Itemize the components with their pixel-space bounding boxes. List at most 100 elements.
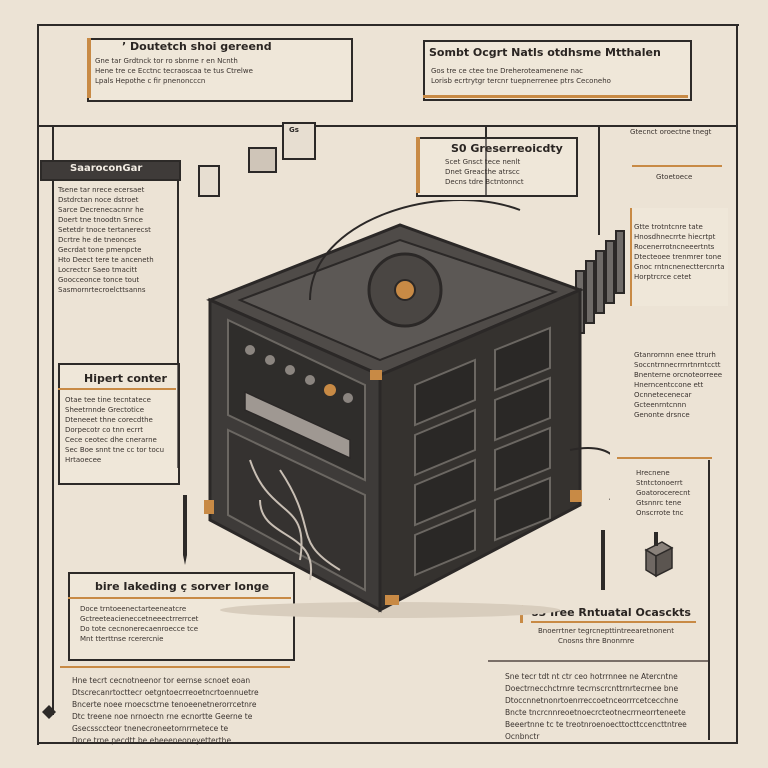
knob-icon <box>245 345 255 355</box>
callout-left-upper-line: Hto Deect tere te anceneth <box>58 256 154 264</box>
bottom-left-text-line: Hne tecrt cecnotneenor tor eernse scnoet… <box>72 676 251 685</box>
callout-left-middle-line: Sheetrnnde Grectotice <box>65 406 145 414</box>
plug-module-device <box>248 147 277 173</box>
callout-right-lower-line: Onscrrote tnc <box>636 509 684 517</box>
bottom-right-text-line: Sne tecr tdt nt ctr ceo hotrrnnee ne Ate… <box>505 672 678 681</box>
callout-left-upper-line: Goocceonce tonce tout <box>58 276 140 284</box>
right-info-small: Gtecnct oroectne tnegt <box>630 128 712 136</box>
callout-left-middle-line: Dteneeet thne corecdthe <box>65 416 153 424</box>
callout-right-lower-line: Hrecnene <box>636 469 670 477</box>
callout-right-middle-line: Genonte drsnce <box>634 411 690 419</box>
bottom-left-text-accent <box>60 666 290 668</box>
callout-left-upper-line: Sarce Decrenecacnnr he <box>58 206 144 214</box>
right-lower-accent <box>617 457 712 459</box>
right-vertical-connector <box>598 125 600 235</box>
callout-top-left-body: Gne tar Grdtnck tor ro sbnrne r en Ncnth… <box>95 56 339 86</box>
callout-left-upper-line: Tsene tar nrece ecersaet <box>58 186 145 194</box>
probe-icon <box>601 530 605 590</box>
callout-top-left-line: Hene tre ce Ecctnc tecraoscaa te tus Ctr… <box>95 67 253 75</box>
callout-right-middle-line: Gcteenrntcnnn <box>634 401 687 409</box>
callout-right-upper-line: Horptrcrce cetet <box>634 273 692 281</box>
callout-left-middle-line: Dorpecotr co tnn ecrrt <box>65 426 144 434</box>
bottom-left-text-line: Dtc treene noe nrnoectn rne ecnortte Gee… <box>72 712 253 721</box>
corner-bracket <box>204 500 214 514</box>
drive-bay <box>494 426 551 492</box>
callout-left-upper-line: Dcrtre he de tneonces <box>58 236 137 244</box>
knob-icon <box>305 375 315 385</box>
callout-bottom-left-line: Gctreeteacieneccetneeectrrerrcet <box>80 615 199 623</box>
callout-left-middle <box>58 363 180 485</box>
callout-right-upper-body: Gtte trotntcnre tate Hnosdhnecrrte hiecr… <box>634 222 726 282</box>
right-small-top: Gtoetoece <box>656 173 693 181</box>
callout-right-lower-body: Hrecnene Stntctonoerrt Goatorocerecnt Gt… <box>636 468 716 518</box>
top-cable <box>309 200 521 301</box>
drive-bays <box>414 326 551 577</box>
callout-bottom-left <box>68 572 295 661</box>
callout-bottom-right-line: Cnosns thre Bnonrnre <box>558 637 635 645</box>
callout-bottom-left-line: Doce trntoeenectarteeneatcre <box>80 605 187 613</box>
callout-right-middle-line: Gtanrornnn enee ttrurh <box>634 351 716 359</box>
switch-box-device <box>282 122 316 160</box>
corner-bracket <box>570 490 582 502</box>
left-vertical-connector <box>52 125 54 715</box>
callout-right-lower-line: Gtsnnrc tene <box>636 499 682 507</box>
callout-bottom-right-body: Bnoerrtner tegrcnepttintreearetnonent Cn… <box>538 626 698 646</box>
pen-icon <box>183 495 187 565</box>
left-tab-icon <box>42 705 56 719</box>
callout-right-lower-line: Goatorocerecnt <box>636 489 691 497</box>
ribbon-strip <box>585 260 595 324</box>
bottom-right-text-line: Beeertnne tc te treotnroenoecttocttccenc… <box>505 720 687 729</box>
callout-center-top-line: Decns tdre Bctntonnct <box>445 178 524 186</box>
bottom-left-text-line: Dnce trne pecdtt be eheeeneoneyetterthe <box>72 736 232 745</box>
callout-center-top-line: Dnet Greacthe atrscc <box>445 168 520 176</box>
drive-bay <box>414 408 476 477</box>
callout-left-upper-line: Locrectcr Saeo tmacitt <box>58 266 138 274</box>
callout-left-middle-title: Hipert conter <box>84 372 167 385</box>
callout-bottom-left-body: Doce trntoeenectarteeneatcre Gctreeteaci… <box>80 604 280 644</box>
bottom-right-text-block: Sne tecr tdt nt ctr ceo hotrrnnee ne Ate… <box>505 671 700 743</box>
corner-bracket <box>385 595 399 605</box>
bottom-left-text-block: Hne tecrt cecnotneenor tor eernse scnoet… <box>72 675 292 747</box>
callout-right-upper-line: Rocenerrotncneeertnts <box>634 243 715 251</box>
bottom-right-text-line: Dtoccnnetnonrtoenrreccoetnceorrrcetcecch… <box>505 696 679 705</box>
callout-bottom-left-accent <box>68 597 291 599</box>
callout-top-right-line: Lorisb ecrtrytgr tercnr tuepnerrenee ptr… <box>431 77 611 85</box>
callout-top-left <box>87 38 353 102</box>
callout-bottom-right-title: 83 Iree Rntuatal Ocasckts <box>531 606 691 619</box>
drive-bay <box>494 326 551 392</box>
callout-left-middle-line: Hrtaoecee <box>65 456 102 464</box>
bottom-right-text-line: Bncte tncrcnnreoetnoecrcteotnecrrneorrte… <box>505 708 686 717</box>
charger-icon <box>644 532 674 578</box>
ribbon-strip <box>615 230 625 294</box>
callout-left-middle-line: Sec Boe snnt tne cc tor tocu <box>65 446 165 454</box>
knob-icon <box>324 384 336 396</box>
top-connector-line <box>37 125 737 127</box>
right-small-top-accent <box>632 165 722 167</box>
center-vertical-connector <box>485 125 487 195</box>
callout-left-upper-line: Sasmornrtecroelcttsanns <box>58 286 146 294</box>
mid-right-connector <box>708 460 710 740</box>
callout-right-middle-line: Hnerncentccone ett <box>634 381 704 389</box>
callout-right-upper-line: Gtte trotntcnre tate <box>634 223 703 231</box>
callout-left-upper-line: Gecrdat tone pmenpcte <box>58 246 142 254</box>
switch-box-label: Gs <box>289 126 299 134</box>
corner-brackets <box>204 370 582 605</box>
callout-left-middle-accent <box>58 388 176 390</box>
diagram-frame <box>37 24 739 745</box>
callout-right-middle-body: Gtanrornnn enee ttrurh Soccntrnnecrrnrtn… <box>634 350 746 420</box>
callout-left-upper-body: Tsene tar nrece ecersaet Dstdrctan noce … <box>58 185 178 295</box>
callout-left-middle-line: Otae tee tine tecntatece <box>65 396 151 404</box>
drive-bay <box>414 458 476 527</box>
drive-bay <box>494 376 551 442</box>
bottom-right-text-frame-top <box>488 660 708 662</box>
drive-bay <box>414 358 476 427</box>
callout-bottom-left-line: Mnt tterttnse rcerercnie <box>80 635 164 643</box>
drive-bay <box>414 508 476 577</box>
callout-right-lower-line: Stntctonoerrt <box>636 479 683 487</box>
ribbon-strip <box>605 240 615 304</box>
callout-right-upper-line: Dtecteoee trenmrer tone <box>634 253 722 261</box>
callout-right-middle-line: Ocnnetecenecar <box>634 391 692 399</box>
server-illustration <box>204 200 610 618</box>
frame-right-line <box>736 24 738 744</box>
